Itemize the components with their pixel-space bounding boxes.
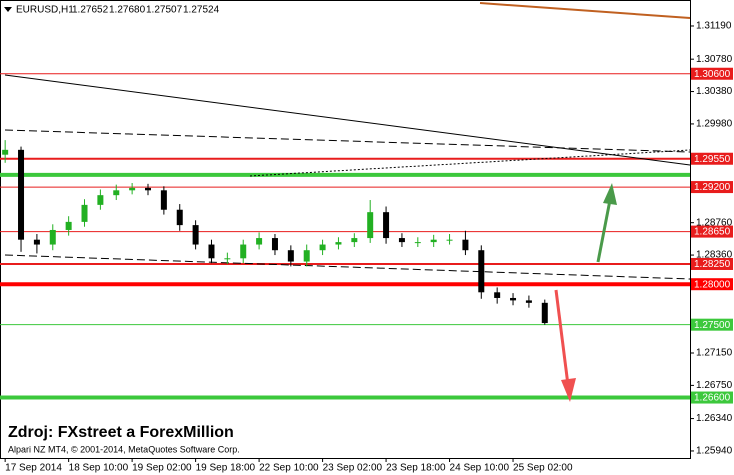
candle-body [256,238,263,245]
candle-body [49,229,56,245]
candle-body [271,238,278,251]
x-tick-label: 25 Sep 02:00 [513,463,573,474]
x-tick-label: 22 Sep 10:00 [259,463,319,474]
candle-body [478,250,485,293]
plot-frame [0,0,691,459]
level-label-box [691,318,733,331]
x-tick-label: 19 Sep 02:00 [132,463,192,474]
candle-body [287,250,294,262]
candle-body [97,195,104,205]
quote: 1.27680 [109,5,146,16]
level-label: 1.28000 [694,279,731,290]
candle-body [81,204,88,222]
quote: 1.27524 [183,5,220,16]
copyright: Alpari NZ MT4, © 2001-2014, MetaQuotes S… [8,444,240,454]
menu-icon[interactable] [4,7,12,12]
level-label-box [691,67,733,80]
candle-body [510,297,517,301]
candle-body [33,239,40,245]
trend-line [4,254,691,280]
candle-body [240,244,247,259]
levels: 1.30600 1.29550 1.29200 1.28650 1.28250 1.280… [0,67,733,404]
candle-body [224,258,231,260]
level-label: 1.27500 [694,320,731,331]
level-label: 1.30600 [694,69,731,80]
x-tick-label: 24 Sep 10:00 [450,463,510,474]
trend-line [479,2,691,19]
trend-line [4,129,691,153]
y-tick-label: 1.28360 [696,250,733,261]
candle-body [192,225,199,245]
candle-body [18,149,25,240]
candle-body [398,238,405,243]
y-tick-label: 1.29980 [696,119,733,130]
arrow-down [554,289,570,386]
level-label-box [691,257,733,270]
arrow-head [561,378,576,402]
trend-line [4,74,691,166]
candle-body [414,242,421,244]
y-tick-label: 1.26750 [696,380,733,391]
level-label-box [691,152,733,165]
candle-body [462,239,469,251]
level-label-box [691,225,733,238]
candle-body [351,238,358,243]
level-label: 1.26600 [694,393,731,404]
y-tick-label: 1.30780 [696,54,733,65]
candle-body [176,209,183,226]
candle-body [319,244,326,251]
x-tick-label: 19 Sep 18:00 [196,463,256,474]
y-tick-label: 1.31190 [696,21,732,32]
candle-body [208,244,215,259]
level-label-box [691,181,733,194]
candle-body [525,300,532,303]
candle-body [494,292,501,298]
candle-body [541,302,548,324]
level-label: 1.28650 [694,227,731,238]
candle-body [160,190,167,210]
candle-body [113,190,120,196]
x-tick-label: 23 Sep 02:00 [323,463,383,474]
candle-body [367,212,374,239]
quote: 1.27507 [146,5,183,16]
y-tick-label: 1.27150 [696,348,733,359]
candle-body [303,250,310,262]
arrow-up [596,199,612,263]
level-label-box [691,278,733,291]
candle-body [65,221,72,230]
y-tick-label: 1.26340 [696,413,733,424]
x-tick-label: 18 Sep 10:00 [69,463,129,474]
y-tick-label: 1.28760 [696,217,733,228]
arrow-head [603,183,617,205]
candle-body [144,187,151,191]
level-label: 1.29200 [694,182,731,193]
candles [2,140,548,325]
x-tick-label: 23 Sep 18:00 [386,463,446,474]
level-label: 1.29550 [694,154,731,165]
candle-body [446,239,453,241]
y-tick-label: 1.25940 [696,446,733,457]
y-tick-label: 1.30380 [696,86,733,97]
candle-body [430,239,437,243]
level-label: 1.28250 [694,259,731,270]
candle-body [383,212,390,239]
x-tick-label: 17 Sep 2014 [5,463,62,474]
trend-line [249,149,691,177]
candle-body [129,187,136,191]
candle-body [335,242,342,245]
level-label-box [691,391,733,404]
quote: 1.27652 [72,5,109,16]
symbol: EURUSD,H1 [16,5,74,16]
watermark: Zdroj: FXstreet a ForexMillion [8,424,234,441]
candle-body [2,149,9,155]
